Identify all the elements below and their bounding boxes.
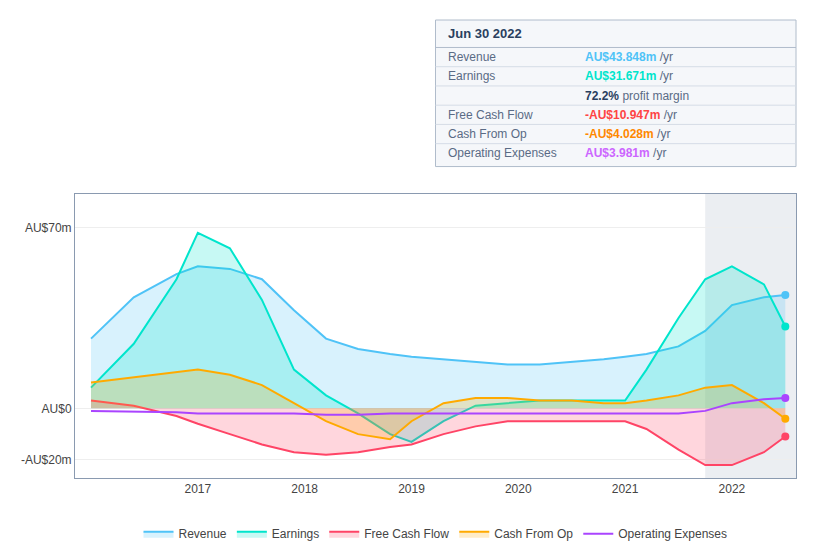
svg-text:Earnings: Earnings xyxy=(272,527,319,541)
svg-text:2022: 2022 xyxy=(719,482,746,496)
svg-text:Jun 30 2022: Jun 30 2022 xyxy=(448,26,522,41)
svg-text:Cash From Op: Cash From Op xyxy=(494,527,573,541)
svg-text:72.2% profit margin: 72.2% profit margin xyxy=(585,89,689,103)
svg-text:AU$3.981m /yr: AU$3.981m /yr xyxy=(585,146,666,160)
svg-text:2020: 2020 xyxy=(505,482,532,496)
svg-text:-AU$10.947m /yr: -AU$10.947m /yr xyxy=(585,108,677,122)
svg-text:AU$70m: AU$70m xyxy=(25,221,72,235)
svg-text:Free Cash Flow: Free Cash Flow xyxy=(448,108,533,122)
svg-text:-AU$20m: -AU$20m xyxy=(21,453,72,467)
svg-text:Revenue: Revenue xyxy=(448,50,496,64)
svg-text:Operating Expenses: Operating Expenses xyxy=(618,527,727,541)
svg-text:Earnings: Earnings xyxy=(448,69,495,83)
svg-text:2017: 2017 xyxy=(184,482,211,496)
svg-text:2019: 2019 xyxy=(398,482,425,496)
svg-text:AU$31.671m /yr: AU$31.671m /yr xyxy=(585,69,673,83)
svg-text:2021: 2021 xyxy=(612,482,639,496)
svg-text:Revenue: Revenue xyxy=(179,527,227,541)
svg-text:Free Cash Flow: Free Cash Flow xyxy=(364,527,449,541)
svg-text:AU$0: AU$0 xyxy=(42,402,72,416)
svg-text:2018: 2018 xyxy=(291,482,318,496)
svg-text:Operating Expenses: Operating Expenses xyxy=(448,146,557,160)
svg-text:Cash From Op: Cash From Op xyxy=(448,127,527,141)
svg-text:AU$43.848m /yr: AU$43.848m /yr xyxy=(585,50,673,64)
svg-text:-AU$4.028m /yr: -AU$4.028m /yr xyxy=(585,127,670,141)
